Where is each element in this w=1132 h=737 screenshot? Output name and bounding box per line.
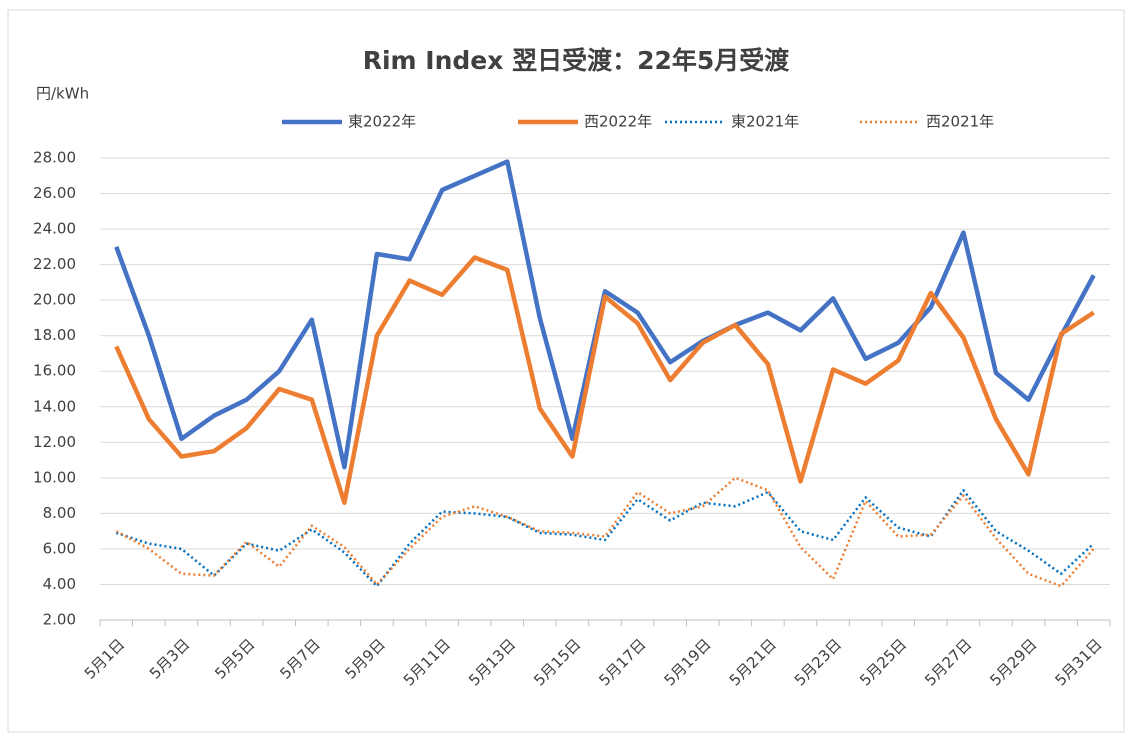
y-tick-label: 26.00	[33, 184, 76, 202]
legend-label: 東2021年	[731, 113, 799, 131]
y-tick-label: 28.00	[33, 149, 76, 167]
series-line	[114, 159, 1096, 470]
y-tick-label: 8.00	[43, 504, 76, 522]
y-tick-label: 4.00	[43, 575, 76, 593]
y-tick-label: 12.00	[33, 433, 76, 451]
chart-title: Rim Index 翌日受渡：22年5月受渡	[363, 46, 791, 75]
y-tick-label: 18.00	[33, 326, 76, 344]
series-line	[114, 255, 1095, 505]
y-axis-label: 円/kWh	[36, 85, 89, 103]
y-tick-label: 10.00	[33, 468, 76, 486]
legend-label: 東2022年	[348, 113, 416, 131]
series-line	[115, 476, 1095, 588]
y-tick-label: 16.00	[33, 362, 76, 380]
series-line	[115, 489, 1095, 588]
legend-label: 西2021年	[926, 113, 994, 131]
y-tick-label: 22.00	[33, 255, 76, 273]
legend-label: 西2022年	[584, 113, 652, 131]
y-tick-label: 2.00	[43, 611, 76, 629]
y-tick-label: 20.00	[33, 291, 76, 309]
y-tick-label: 24.00	[33, 220, 76, 238]
y-tick-label: 14.00	[33, 397, 76, 415]
y-tick-label: 6.00	[43, 539, 76, 557]
